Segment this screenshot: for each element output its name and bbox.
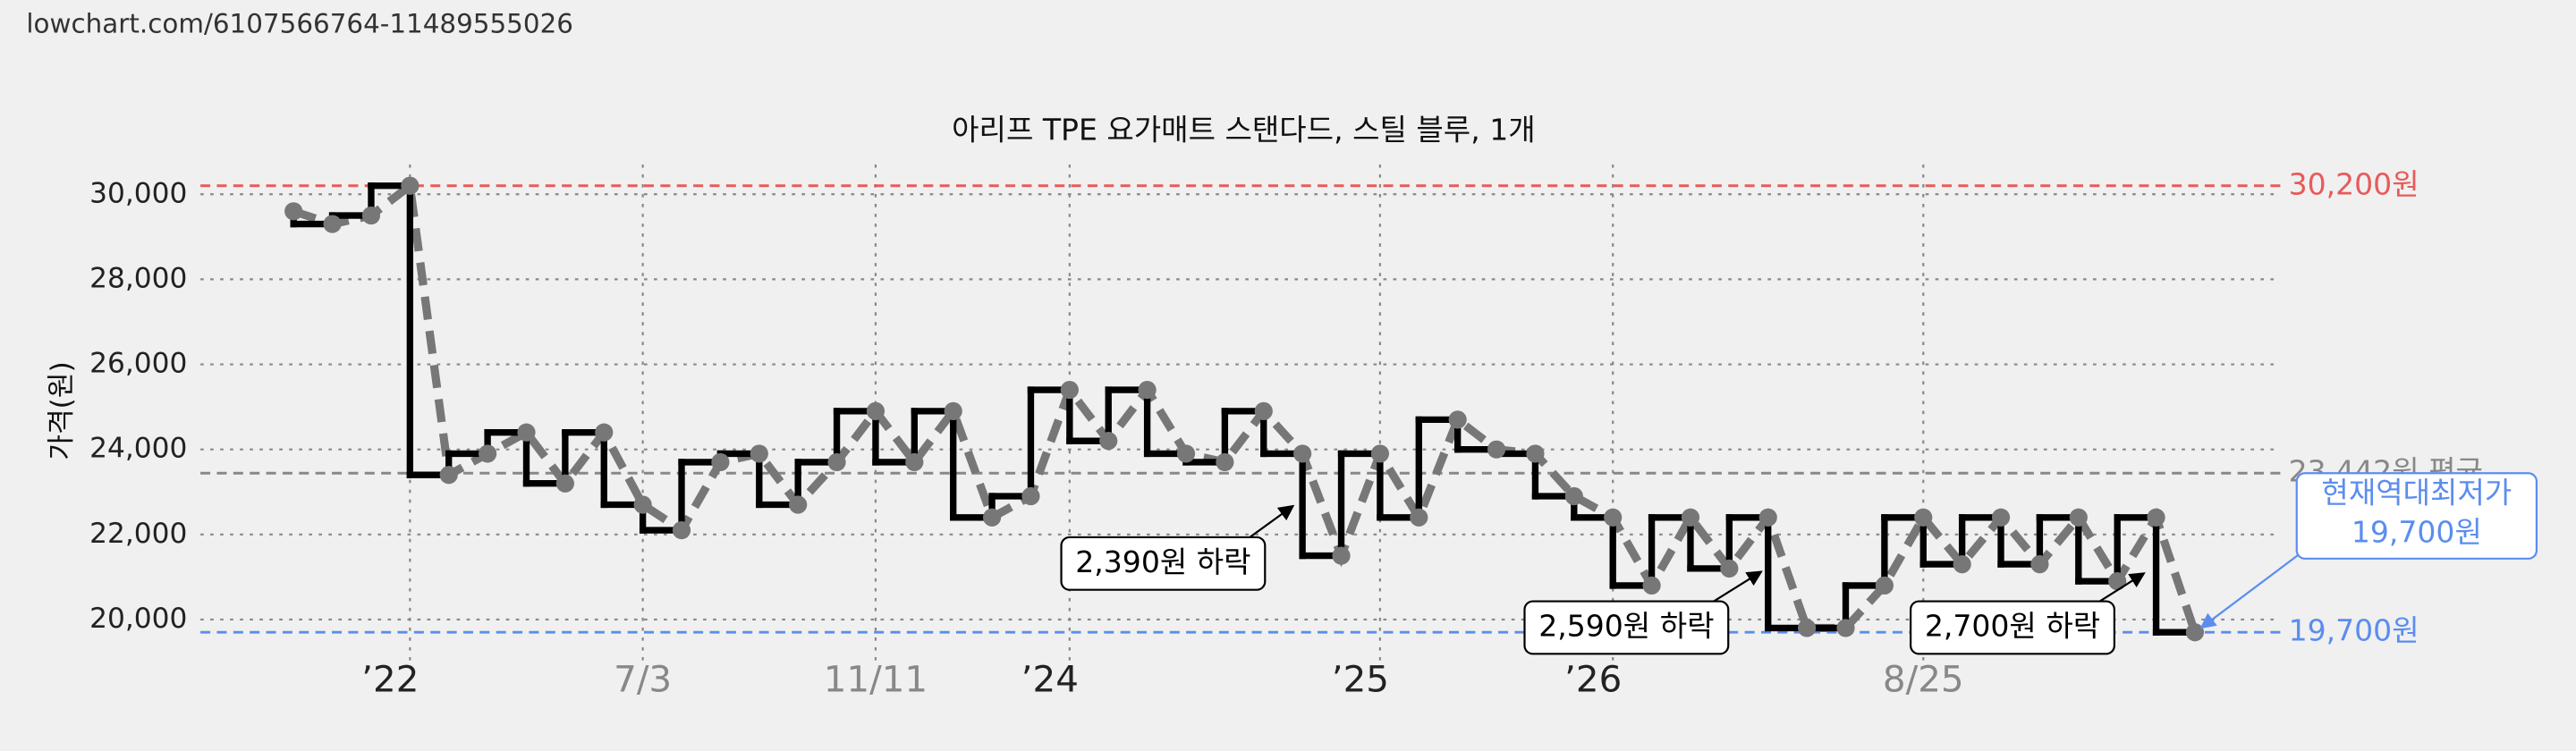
- y-tick-label: 28,000: [89, 262, 187, 294]
- data-point: [1875, 576, 1894, 595]
- data-point: [1448, 410, 1467, 429]
- data-point: [1604, 508, 1623, 527]
- data-point: [905, 452, 924, 472]
- data-point: [1758, 508, 1777, 527]
- data-point: [2030, 555, 2049, 574]
- data-point: [1410, 508, 1428, 527]
- y-tick-label: 26,000: [89, 348, 187, 380]
- x-tick-label: ’24: [1021, 658, 1079, 701]
- y-axis-label: 가격(원): [46, 361, 78, 460]
- source-url: lowchart.com/6107566764-11489555026: [26, 8, 573, 38]
- annotation-text: 2,700원 하락: [1925, 608, 2100, 643]
- data-point: [1293, 444, 1312, 463]
- x-tick-label: ’26: [1564, 658, 1622, 701]
- data-point: [555, 474, 574, 493]
- data-point: [361, 206, 381, 225]
- data-point: [866, 401, 886, 420]
- reference-label: 30,200원: [2289, 166, 2419, 201]
- data-point: [284, 202, 303, 221]
- data-point: [1991, 508, 2011, 527]
- data-point: [517, 423, 536, 442]
- data-point: [1021, 486, 1040, 506]
- chart-title: 아리프 TPE 요가매트 스탠다드, 스틸 블루, 1개: [952, 113, 1536, 148]
- y-tick-label: 24,000: [89, 433, 187, 465]
- data-point: [1099, 432, 1118, 451]
- data-point: [750, 444, 768, 463]
- y-tick-label: 22,000: [89, 518, 187, 550]
- annotation-arrow: [2094, 572, 2146, 606]
- x-tick-label: ’25: [1332, 658, 1389, 701]
- data-point: [1526, 444, 1545, 463]
- data-point: [633, 495, 652, 514]
- data-point: [1642, 576, 1661, 595]
- data-point: [1176, 444, 1196, 463]
- data-point: [1254, 401, 1273, 420]
- data-point: [2069, 508, 2088, 527]
- x-tick-label: 11/11: [824, 658, 928, 701]
- data-point: [789, 495, 808, 514]
- data-point: [1216, 452, 1234, 472]
- lowest-text: 19,700원: [2351, 515, 2482, 550]
- lowest-box: [2295, 472, 2538, 560]
- annotation-text: 2,390원 하락: [1075, 544, 1250, 579]
- data-point: [672, 520, 691, 540]
- trend-line: [292, 178, 2199, 634]
- data-point: [1681, 508, 1700, 527]
- data-point: [1370, 444, 1390, 463]
- x-tick-label: ’22: [361, 658, 419, 701]
- data-point: [323, 215, 342, 233]
- y-tick-label: 30,000: [89, 177, 187, 209]
- data-point: [1914, 508, 1933, 527]
- data-point: [439, 466, 458, 485]
- data-point: [1953, 555, 1971, 574]
- lowest-arrow: [2199, 553, 2301, 629]
- x-tick-label: 7/3: [614, 658, 672, 701]
- data-point: [982, 508, 1002, 527]
- annotation-text: 2,590원 하락: [1538, 608, 1714, 643]
- annotation-arrow: [1707, 570, 1763, 606]
- x-tick-label: 8/25: [1883, 658, 1964, 701]
- data-point: [1836, 619, 1855, 637]
- data-point: [2147, 508, 2165, 527]
- annotation-box: [1910, 600, 2115, 655]
- data-point: [1060, 380, 1079, 400]
- data-point: [711, 452, 730, 472]
- data-point: [479, 444, 497, 463]
- reference-label: 19,700원: [2289, 613, 2419, 648]
- annotation-arrow: [1244, 504, 1295, 542]
- data-point: [2185, 623, 2205, 642]
- data-point: [401, 176, 419, 195]
- data-point: [1138, 380, 1157, 400]
- data-point: [1564, 486, 1583, 506]
- annotation-box: [1523, 600, 1730, 655]
- lowest-text: 현재역대최저가: [2321, 476, 2512, 511]
- data-point: [1720, 559, 1739, 578]
- data-point: [1487, 440, 1506, 459]
- data-point: [827, 452, 846, 472]
- y-tick-label: 20,000: [89, 603, 187, 635]
- annotation-box: [1060, 536, 1267, 591]
- data-point: [2108, 572, 2127, 591]
- data-point: [1332, 546, 1351, 565]
- data-point: [1798, 619, 1817, 637]
- data-point: [595, 423, 614, 442]
- data-point: [944, 401, 962, 420]
